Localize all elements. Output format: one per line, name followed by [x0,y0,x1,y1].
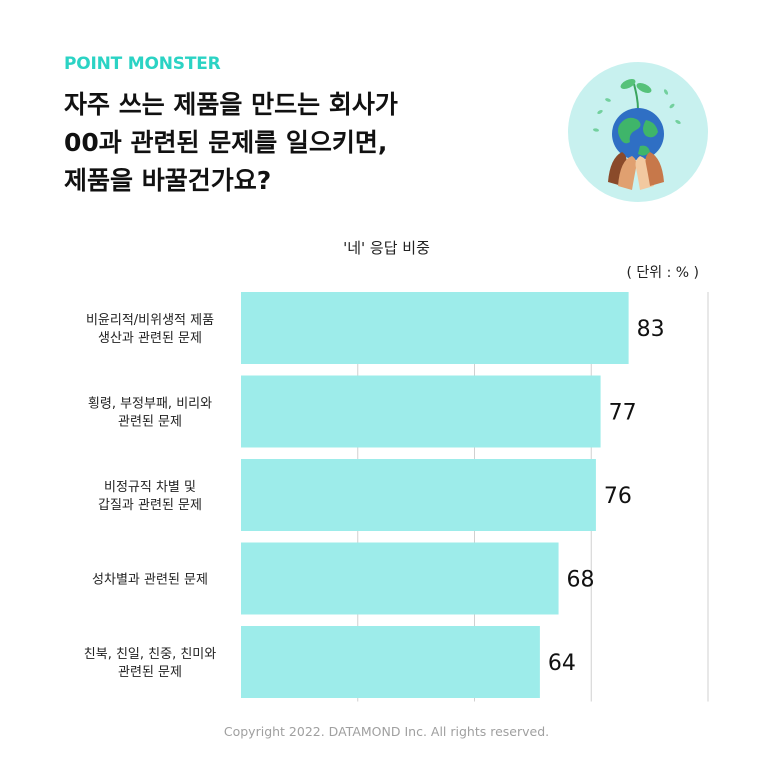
title-line-2: 00과 관련된 문제를 일으키면, [64,128,388,157]
brand-logo-text: POINT MONSTER [64,54,221,74]
value-label-2: 77 [609,401,637,426]
value-label-4: 68 [567,568,595,593]
value-label-1: 83 [637,317,665,342]
chart-title: '네' 응답 비중 [343,239,430,257]
category-label-3-line-1: 비정규직 차별 및 [104,480,196,495]
category-label-5-line-1: 친북, 친일, 친중, 친미와 [84,647,216,662]
globe-hands-illustration [568,62,708,202]
value-label-5: 64 [548,651,576,676]
category-label-5-line-2: 관련된 문제 [118,665,182,680]
category-label-1-line-1: 비윤리적/비위생적 제품 [86,313,214,328]
bar-1 [241,292,629,364]
bar-2 [241,375,601,448]
title-line-3: 제품을 바꿀건가요? [64,166,272,195]
category-label-3-line-2: 갑질과 관련된 문제 [98,498,202,513]
category-label-2-line-2: 관련된 문제 [118,415,182,430]
unit-label: ( 단위 : % ) [626,265,699,281]
value-label-3: 76 [604,484,632,509]
title-line-1: 자주 쓰는 제품을 만드는 회사가 [64,90,398,119]
bar-3 [241,459,596,531]
category-label-1-line-2: 생산과 관련된 문제 [98,331,202,346]
bar-5 [241,626,540,698]
copyright-footer: Copyright 2022. DATAMOND Inc. All rights… [223,724,550,739]
category-label-4-line-1: 성차별과 관련된 문제 [92,573,208,588]
category-label-2-line-1: 횡령, 부정부패, 비리와 [88,397,212,412]
page-title: 자주 쓰는 제품을 만드는 회사가 00과 관련된 문제를 일으키면, 제품을 … [64,86,398,200]
bar-4 [241,542,559,615]
